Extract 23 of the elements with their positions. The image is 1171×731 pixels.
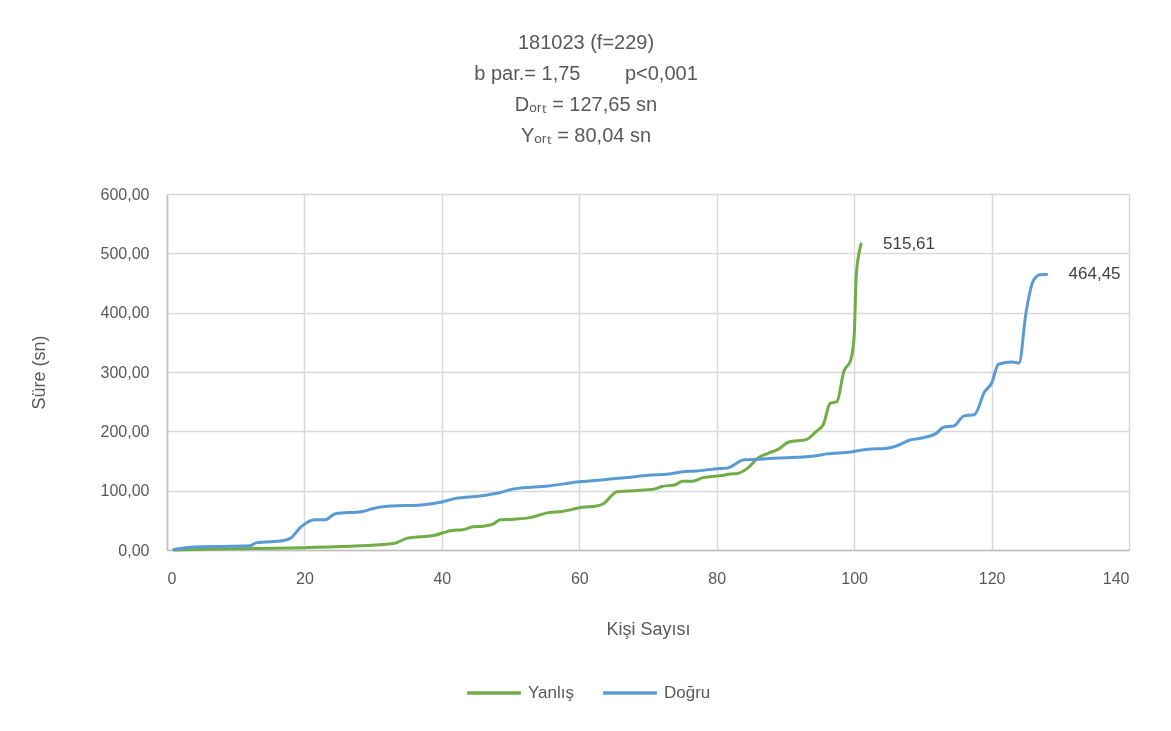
y-tick-label: 300,00 (100, 363, 150, 381)
annotation: 515,61 (883, 234, 936, 254)
x-tick-label: 80 (708, 569, 727, 587)
x-tick-label: 20 (296, 569, 314, 587)
x-axis-title: Kişi Sayısı (606, 618, 691, 639)
annotation: 464,45 (1068, 264, 1121, 284)
y-tick-label: 500,00 (100, 244, 150, 262)
y-tick-label: 100,00 (100, 482, 150, 500)
y-tick-label: 400,00 (100, 304, 150, 322)
chart-title: 181023 (f=229) b par.= 1,75 p<0,001 Dₒᵣₜ = 127,65 sn Yₒᵣₜ = 80,04 sn (474, 31, 698, 146)
x-tick-label: 140 (1102, 569, 1130, 587)
x-tick-label: 120 (978, 569, 1006, 587)
y-tick-label: 0,00 (118, 541, 150, 559)
x-tick-label: 100 (841, 569, 869, 587)
y-tick-label: 600,00 (100, 185, 150, 203)
legend-label: Yanlış (528, 683, 574, 702)
y-axis-title: Süre (sn) (28, 335, 49, 410)
x-tick-label: 0 (167, 569, 177, 587)
y-tick-label: 200,00 (100, 422, 150, 440)
x-tick-label: 40 (433, 569, 452, 587)
x-tick-label: 60 (570, 569, 589, 587)
line-series (172, 272, 1049, 551)
legend-label: Doğru (664, 683, 711, 702)
